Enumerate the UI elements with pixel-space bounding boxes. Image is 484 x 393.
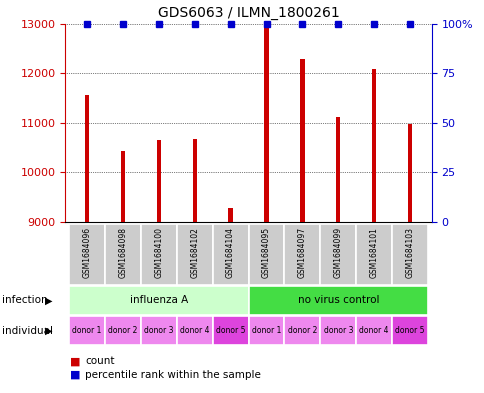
Bar xyxy=(407,124,411,222)
Text: GSM1684096: GSM1684096 xyxy=(82,227,91,278)
Text: infection: infection xyxy=(2,296,48,305)
Text: GSM1684104: GSM1684104 xyxy=(226,227,235,278)
Text: GSM1684097: GSM1684097 xyxy=(297,227,306,278)
Bar xyxy=(212,224,248,285)
Bar xyxy=(176,224,212,285)
Text: GSM1684095: GSM1684095 xyxy=(261,227,271,278)
Text: donor 4: donor 4 xyxy=(180,326,209,335)
Text: GSM1684102: GSM1684102 xyxy=(190,227,199,278)
Text: donor 1: donor 1 xyxy=(251,326,281,335)
Bar xyxy=(248,286,427,315)
Text: donor 4: donor 4 xyxy=(359,326,388,335)
Bar xyxy=(105,224,140,285)
Text: individual: individual xyxy=(2,326,53,336)
Bar xyxy=(140,224,176,285)
Text: GSM1684100: GSM1684100 xyxy=(154,227,163,278)
Text: ■: ■ xyxy=(70,370,81,380)
Bar xyxy=(69,224,105,285)
Text: donor 5: donor 5 xyxy=(215,326,245,335)
Bar xyxy=(192,139,197,222)
Bar xyxy=(300,59,304,222)
Text: GSM1684098: GSM1684098 xyxy=(118,227,127,278)
Bar xyxy=(335,117,340,222)
Bar xyxy=(284,316,320,345)
Bar xyxy=(356,316,392,345)
Text: no virus control: no virus control xyxy=(297,296,378,305)
Bar xyxy=(392,316,427,345)
Bar xyxy=(392,224,427,285)
Bar xyxy=(69,316,105,345)
Text: percentile rank within the sample: percentile rank within the sample xyxy=(85,370,260,380)
Bar xyxy=(264,26,268,222)
Text: ▶: ▶ xyxy=(45,296,52,305)
Bar xyxy=(69,286,248,315)
Text: donor 3: donor 3 xyxy=(323,326,352,335)
Bar xyxy=(320,316,356,345)
Title: GDS6063 / ILMN_1800261: GDS6063 / ILMN_1800261 xyxy=(157,6,339,20)
Text: donor 1: donor 1 xyxy=(72,326,102,335)
Text: count: count xyxy=(85,356,114,366)
Text: ■: ■ xyxy=(70,356,81,366)
Text: GSM1684099: GSM1684099 xyxy=(333,227,342,278)
Text: ▶: ▶ xyxy=(45,326,52,336)
Bar xyxy=(105,316,140,345)
Text: GSM1684101: GSM1684101 xyxy=(369,227,378,278)
Text: donor 2: donor 2 xyxy=(287,326,317,335)
Text: donor 3: donor 3 xyxy=(144,326,173,335)
Bar xyxy=(121,151,125,222)
Bar xyxy=(320,224,356,285)
Bar xyxy=(156,140,161,222)
Bar xyxy=(212,316,248,345)
Bar xyxy=(228,208,232,222)
Bar xyxy=(248,224,284,285)
Bar xyxy=(176,316,212,345)
Bar xyxy=(356,224,392,285)
Text: donor 2: donor 2 xyxy=(108,326,137,335)
Bar xyxy=(284,224,320,285)
Text: influenza A: influenza A xyxy=(129,296,188,305)
Text: GSM1684103: GSM1684103 xyxy=(405,227,414,278)
Bar xyxy=(85,95,89,222)
Bar xyxy=(371,69,376,222)
Text: donor 5: donor 5 xyxy=(394,326,424,335)
Bar xyxy=(140,316,176,345)
Bar xyxy=(248,316,284,345)
